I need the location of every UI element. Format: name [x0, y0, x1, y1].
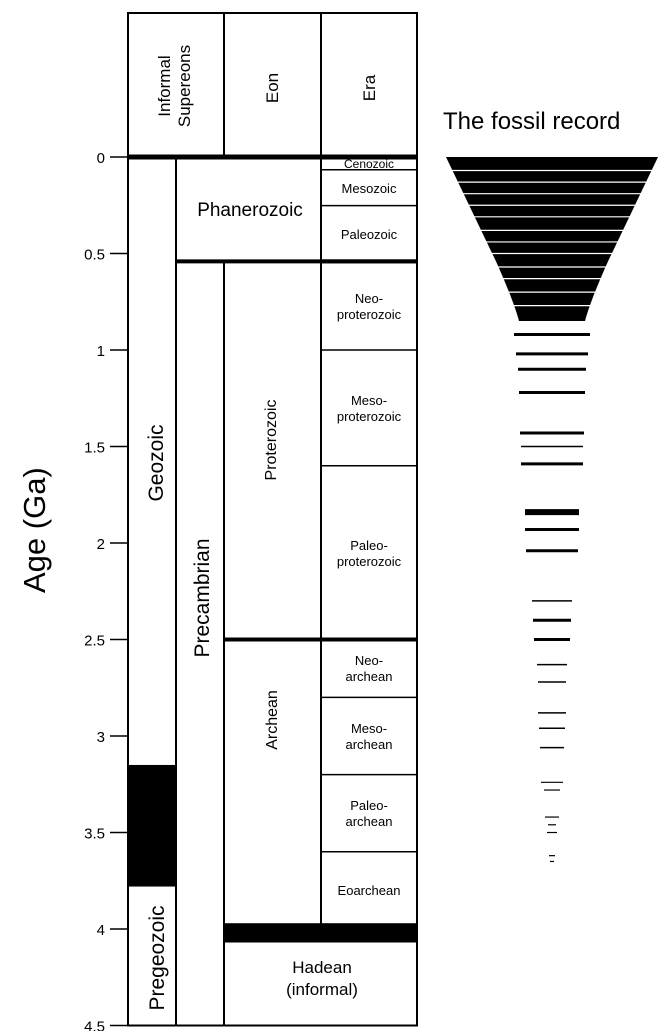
fossil-funnel [446, 157, 658, 322]
era-label: Neo-archean [345, 653, 393, 685]
archean-label: Archean [264, 690, 281, 750]
era-label: Neo-proterozoic [336, 290, 402, 322]
axis-tick-label: 1.5 [84, 440, 105, 457]
axis-tick-label: 2 [97, 536, 105, 553]
axis-tick-label: 4 [97, 922, 105, 939]
geozoic-label: Geozoic [145, 424, 168, 502]
pregeozoic-label: Pregeozoic [146, 905, 169, 1011]
era-label: Eoarchean [337, 883, 401, 899]
hadean-line1: Hadean [292, 958, 352, 977]
header-supereons: Informal Supereons [155, 44, 194, 128]
precambrian-label: Precambrian [191, 538, 214, 658]
hadean-boundary-bar [224, 923, 417, 943]
axis-tick-label: 1 [97, 343, 105, 360]
era-label: Paleozoic [340, 226, 398, 242]
axis-title: Age (Ga) [17, 467, 52, 593]
axis-tick-label: 3 [97, 729, 105, 746]
era-label: Meso-proterozoic [336, 392, 402, 424]
hadean-label: Hadean (informal) [226, 957, 418, 1001]
hadean-line2: (informal) [286, 980, 358, 999]
fossil-record-bars [440, 157, 661, 863]
frame [127, 12, 418, 1027]
timescale-grid [127, 12, 418, 1027]
age-axis: 0 0.5 1 1.5 2 2.5 3 3.5 4 4.5 [84, 150, 128, 1031]
era-label: Mesozoic [341, 180, 397, 196]
fossil-record-title: The fossil record [443, 108, 621, 135]
era-label: Paleo-proterozoic [336, 537, 402, 569]
axis-tick-label: 3.5 [84, 826, 105, 843]
header-eon: Eon [263, 72, 282, 104]
axis-tick-label: 4.5 [84, 1019, 105, 1031]
era-label: Meso-archean [345, 721, 393, 752]
axis-tick-label: 0 [97, 150, 105, 167]
era-label: Cenozoic [343, 157, 395, 172]
proterozoic-label: Proterozoic [263, 399, 280, 481]
header-era: Era [360, 74, 379, 102]
phanerozoic-label: Phanerozoic [197, 200, 303, 221]
supereon-transition-bar [128, 764, 176, 887]
era-label: Paleo-archean [345, 798, 393, 830]
axis-tick-label: 2.5 [84, 633, 105, 650]
axis-tick-label: 0.5 [84, 247, 105, 264]
